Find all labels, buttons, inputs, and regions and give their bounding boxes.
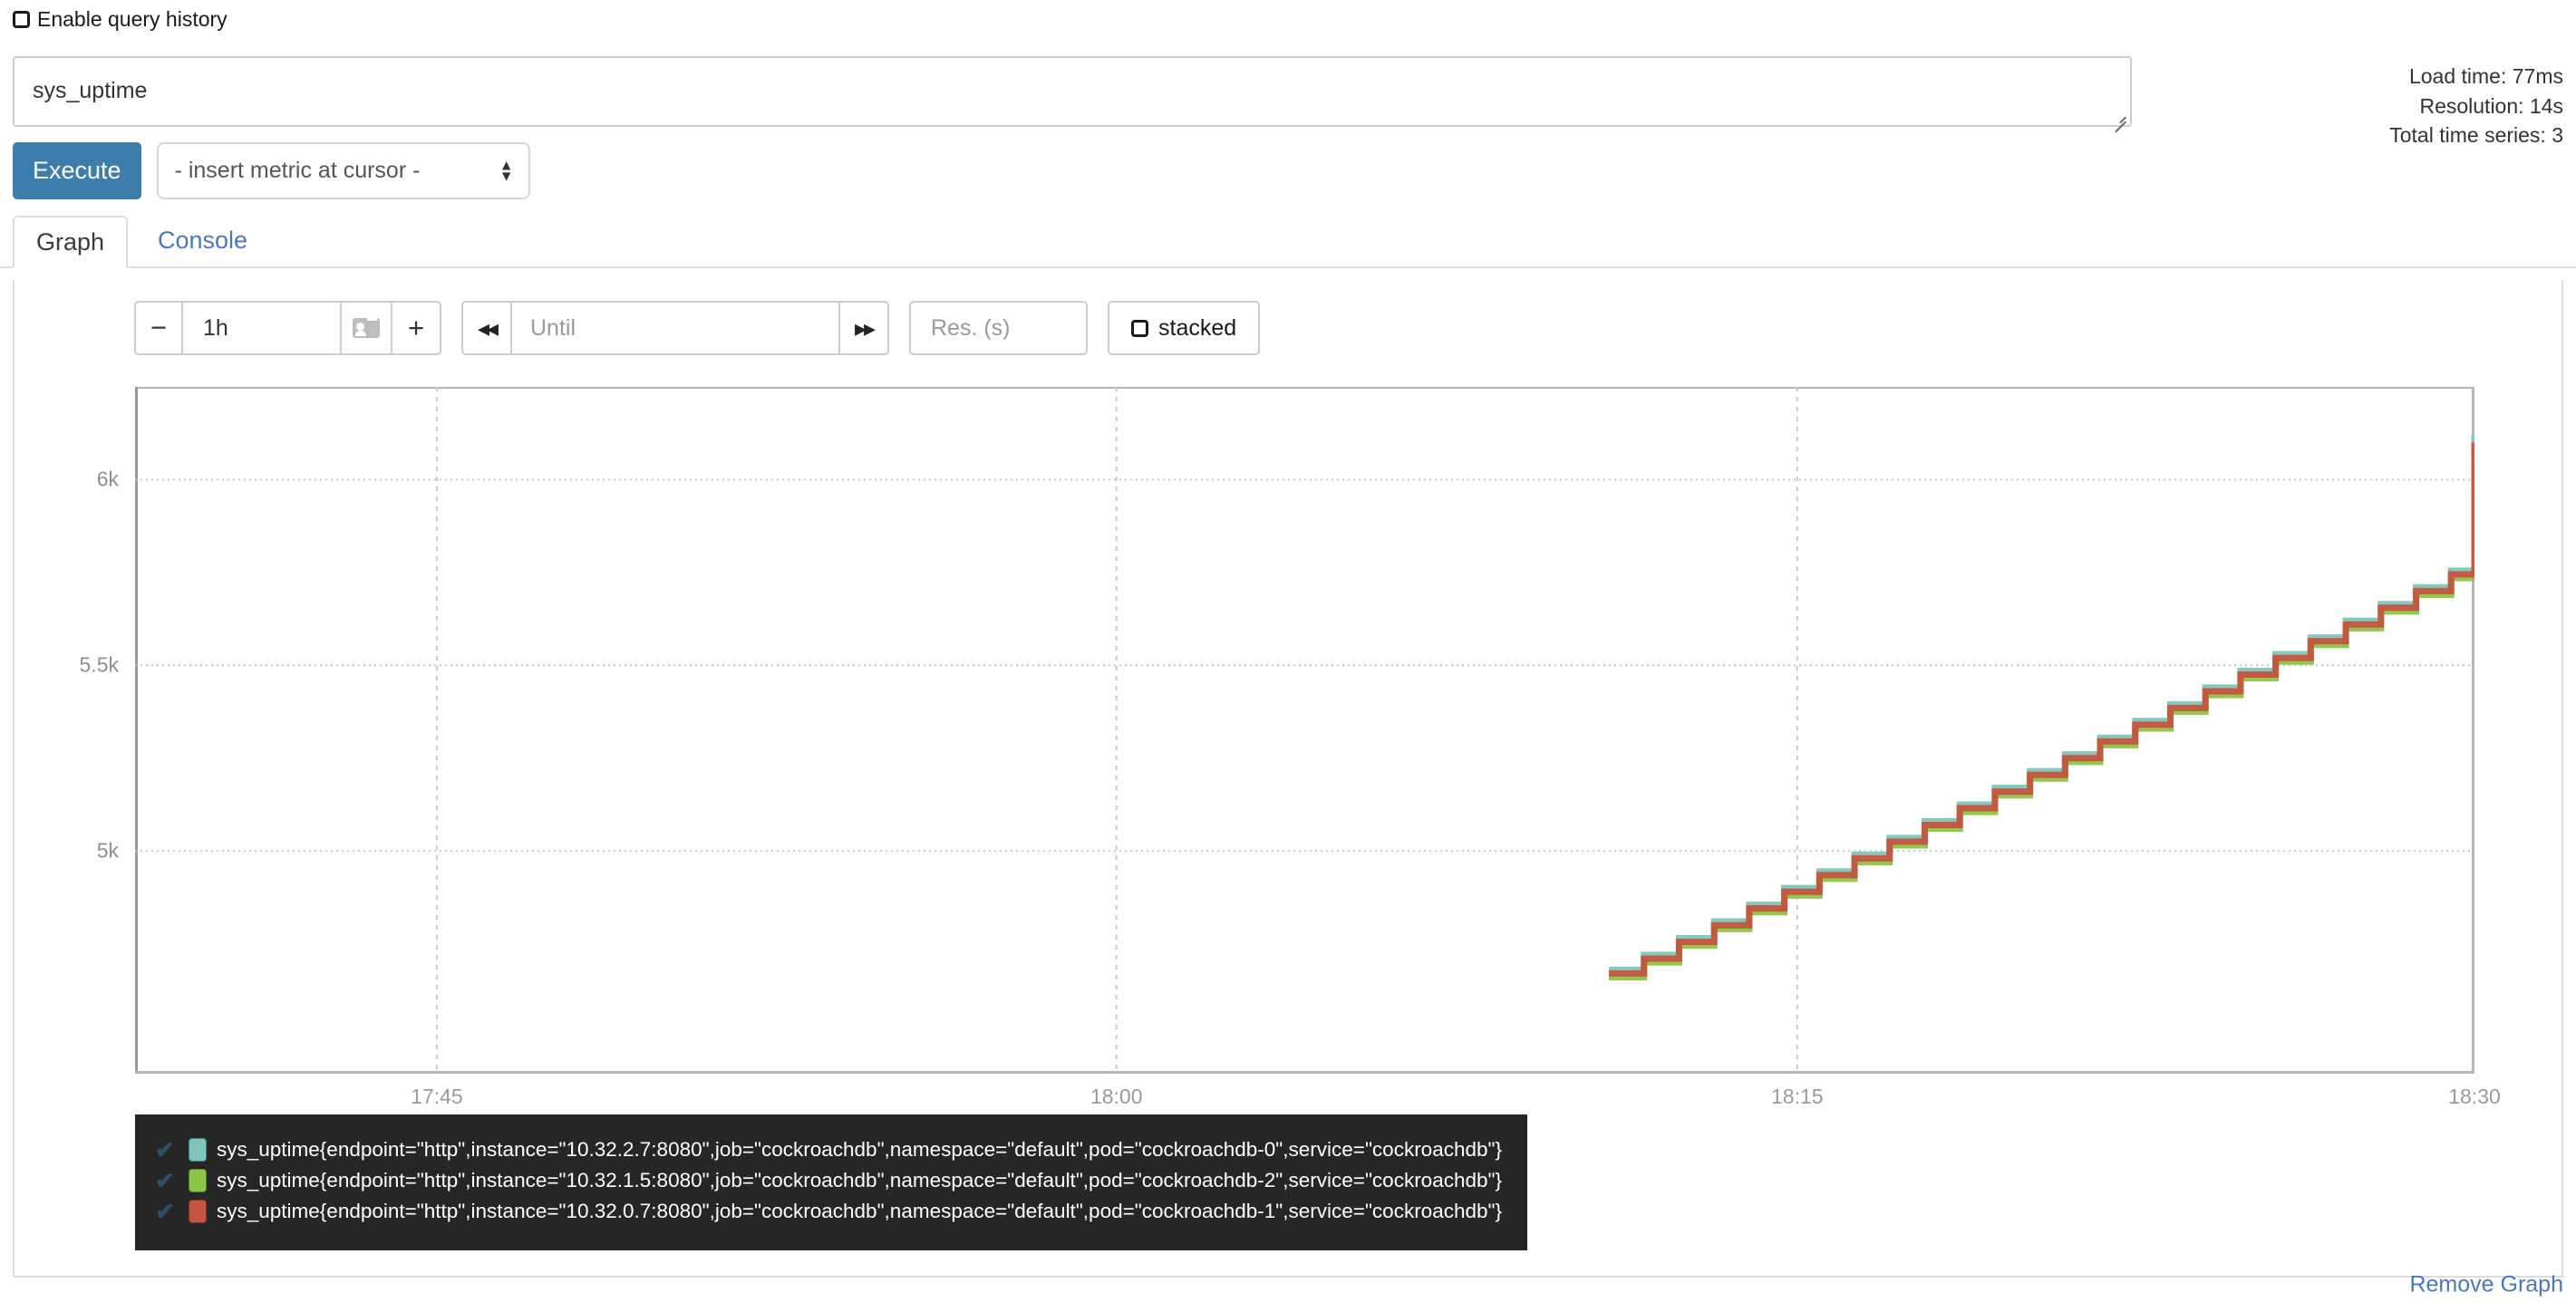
datepicker-icon	[353, 318, 380, 338]
insert-metric-select[interactable]: - insert metric at cursor - ▲ ▼	[156, 142, 530, 199]
step-backward-button[interactable]: ◂◂	[461, 301, 512, 355]
execute-row: Execute - insert metric at cursor - ▲ ▼	[13, 142, 530, 199]
legend-item[interactable]: ✔ sys_uptime{endpoint="http",instance="10…	[155, 1165, 1502, 1196]
resolution-input[interactable]	[909, 301, 1088, 355]
legend-series-label: sys_uptime{endpoint="http",instance="10.…	[217, 1169, 1503, 1191]
graph-controls-toolbar: − 1h + ◂◂ ▸▸ stacked	[134, 301, 1261, 355]
tab-graph[interactable]: Graph	[13, 216, 129, 268]
increase-range-button[interactable]: +	[392, 301, 441, 355]
time-navigation-group: ◂◂ ▸▸	[461, 301, 889, 355]
graph-legend: ✔ sys_uptime{endpoint="http",instance="10…	[135, 1114, 1528, 1250]
load-time: Load time: 77ms	[2408, 64, 2563, 88]
query-input-wrapper	[13, 56, 2132, 133]
enable-query-history-label: Enable query history	[37, 7, 228, 31]
decrease-range-button[interactable]: −	[134, 301, 183, 355]
until-input[interactable]	[512, 301, 838, 355]
query-expression-input[interactable]	[13, 56, 2132, 127]
legend-series-label: sys_uptime{endpoint="http",instance="10.…	[217, 1200, 1503, 1222]
check-icon[interactable]: ✔	[155, 1167, 175, 1194]
tab-bar: Graph Console	[0, 216, 2576, 268]
datepicker-button[interactable]	[342, 301, 392, 355]
chart-svg	[135, 387, 2474, 1074]
chevron-down-icon: ▼	[499, 169, 514, 184]
x-axis-tick-label: 18:15	[1771, 1085, 1824, 1108]
graph-plot-area[interactable]: 5k 5.5k 6k 17:45 18:00 18:15 18:30	[80, 387, 2501, 1108]
legend-color-swatch	[189, 1169, 207, 1192]
range-input[interactable]: 1h	[183, 301, 342, 355]
series-line-1	[1609, 448, 2474, 980]
tab-console[interactable]: Console	[158, 227, 248, 254]
enable-query-history-checkbox[interactable]	[13, 11, 30, 28]
y-axis-tick-label: 6k	[96, 467, 119, 491]
x-axis-tick-label: 17:45	[411, 1085, 463, 1108]
stacked-toggle[interactable]: stacked	[1108, 301, 1261, 355]
legend-item[interactable]: ✔ sys_uptime{endpoint="http",instance="10…	[155, 1134, 1502, 1165]
chevron-updown-icon: ▲ ▼	[499, 158, 514, 184]
legend-color-swatch	[189, 1138, 207, 1162]
y-axis-tick-label: 5k	[96, 838, 119, 863]
query-stats: Load time: 77ms Resolution: 14s Total ti…	[2389, 62, 2563, 150]
legend-color-swatch	[189, 1200, 207, 1223]
execute-button[interactable]: Execute	[13, 142, 141, 199]
x-axis-tick-label: 18:30	[2448, 1085, 2501, 1108]
range-control-group: − 1h +	[134, 301, 441, 355]
insert-metric-selected-value: - insert metric at cursor -	[174, 158, 421, 183]
stacked-checkbox[interactable]	[1131, 319, 1148, 337]
remove-graph-link[interactable]: Remove Graph	[2409, 1271, 2563, 1298]
graph-panel: − 1h + ◂◂ ▸▸ stacked 5k 5.5k 6k 17:45 18:00 1…	[13, 280, 2563, 1278]
enable-query-history-row[interactable]: Enable query history	[13, 9, 228, 30]
chevron-up-icon: ▲	[499, 158, 514, 173]
stacked-label: stacked	[1158, 314, 1237, 341]
x-axis-tick-label: 18:00	[1089, 1085, 1143, 1108]
legend-item[interactable]: ✔ sys_uptime{endpoint="http",instance="10…	[155, 1196, 1502, 1227]
resolution: Resolution: 14s	[2419, 93, 2563, 118]
check-icon[interactable]: ✔	[155, 1136, 175, 1163]
legend-series-label: sys_uptime{endpoint="http",instance="10.…	[217, 1138, 1503, 1161]
y-axis-tick-label: 5.5k	[79, 652, 119, 677]
check-icon[interactable]: ✔	[155, 1198, 175, 1225]
step-forward-button[interactable]: ▸▸	[838, 301, 889, 355]
series-line-0	[1609, 435, 2474, 973]
series-line-2	[1609, 442, 2474, 977]
total-time-series: Total time series: 3	[2389, 123, 2563, 148]
